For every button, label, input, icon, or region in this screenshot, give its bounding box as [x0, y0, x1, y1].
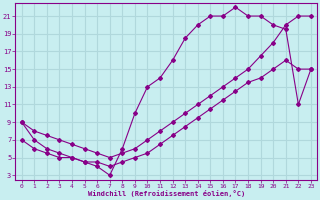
X-axis label: Windchill (Refroidissement éolien,°C): Windchill (Refroidissement éolien,°C): [88, 190, 245, 197]
